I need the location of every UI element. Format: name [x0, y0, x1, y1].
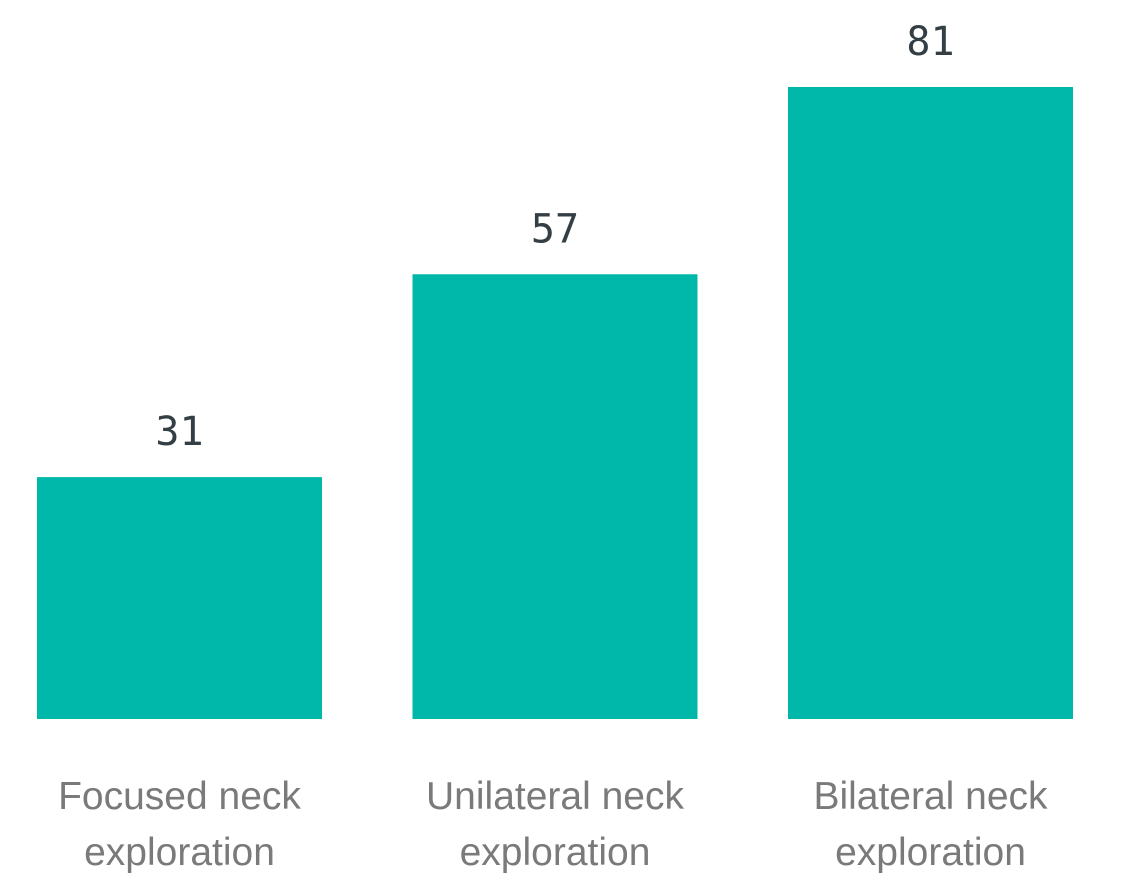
category-label-line: Focused neck — [58, 775, 301, 818]
category-label-0: Focused neck exploration — [58, 775, 301, 873]
category-label-1: Unilateral neck exploration — [426, 775, 684, 873]
value-labels: 31 57 81 — [155, 19, 954, 455]
category-label-2: Bilateral neck exploration — [813, 775, 1048, 873]
value-label-1: 57 — [531, 206, 579, 252]
category-label-line: Bilateral neck — [813, 775, 1048, 818]
category-label-line: exploration — [835, 831, 1026, 873]
bar-1 — [412, 274, 698, 719]
category-label-line: exploration — [84, 831, 275, 873]
category-labels: Focused neck exploration Unilateral neck ex… — [58, 775, 1048, 873]
category-label-line: Unilateral neck — [426, 775, 684, 818]
bars — [37, 87, 1073, 719]
category-label-line: exploration — [460, 831, 651, 873]
bar-2 — [788, 87, 1073, 719]
bar-0 — [37, 477, 322, 719]
value-label-2: 81 — [906, 19, 954, 65]
value-label-0: 31 — [155, 409, 203, 455]
